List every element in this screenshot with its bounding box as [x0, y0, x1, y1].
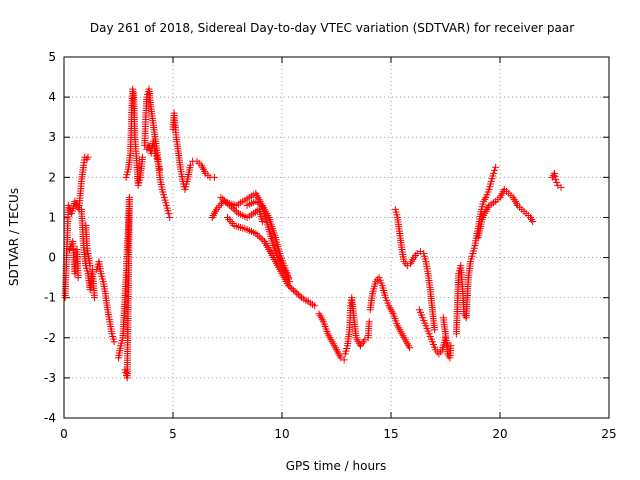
y-tick-label: -2	[44, 331, 56, 345]
y-tick-label: 0	[48, 251, 56, 265]
y-tick-label: 3	[48, 130, 56, 144]
y-tick-label: -1	[44, 291, 56, 305]
x-axis-label: GPS time / hours	[286, 459, 387, 473]
data-point	[288, 285, 296, 293]
data-point	[110, 338, 118, 346]
data-point	[552, 175, 560, 183]
data-point	[156, 165, 164, 173]
data-point	[257, 234, 265, 242]
data-point	[229, 205, 237, 213]
data-point	[259, 236, 267, 244]
data-point	[291, 288, 299, 296]
data-point	[285, 282, 293, 290]
data-point	[231, 206, 239, 214]
data-point	[557, 183, 565, 191]
x-tick-label: 15	[383, 427, 398, 441]
x-tick-label: 25	[601, 427, 616, 441]
data-point	[255, 233, 263, 241]
data-point	[551, 172, 559, 180]
y-tick-label: 2	[48, 170, 56, 184]
y-axis-label: SDTVAR / TECUs	[7, 188, 21, 286]
data-point	[489, 169, 497, 177]
data-point	[166, 213, 174, 221]
data-point	[340, 356, 348, 364]
data-point	[250, 209, 258, 217]
data-point	[222, 198, 230, 206]
data-point	[217, 193, 225, 201]
data-point	[285, 274, 293, 282]
data-point	[431, 326, 439, 334]
data-point	[252, 229, 260, 237]
data-point	[551, 169, 558, 177]
data-point	[286, 283, 294, 291]
data-point	[529, 217, 537, 225]
data-point	[220, 197, 228, 205]
data-point	[311, 302, 319, 310]
chart-title: Day 261 of 2018, Sidereal Day-to-day VTE…	[90, 21, 574, 35]
data-point	[121, 366, 129, 374]
data-point	[233, 208, 241, 216]
data-points	[61, 85, 565, 382]
data-point	[294, 291, 302, 299]
data-point	[186, 161, 194, 169]
data-point	[86, 262, 94, 270]
y-tick-label: 1	[48, 210, 56, 224]
data-point	[165, 209, 173, 217]
data-point	[491, 166, 499, 174]
data-point	[365, 318, 373, 326]
plot-frame	[63, 56, 610, 419]
data-point	[293, 289, 301, 297]
data-point	[289, 286, 297, 294]
data-point	[447, 342, 455, 350]
y-tick-label: 4	[48, 90, 56, 104]
x-tick-label: 20	[492, 427, 507, 441]
data-point	[492, 163, 500, 171]
data-point	[129, 85, 137, 93]
y-tick-label: -4	[44, 411, 56, 425]
data-point	[254, 231, 262, 239]
data-point	[74, 274, 82, 282]
data-point	[406, 344, 414, 352]
y-tick-label: -3	[44, 371, 56, 385]
data-point	[84, 153, 92, 161]
data-point	[224, 200, 232, 208]
x-tick-label: 10	[274, 427, 289, 441]
data-point	[258, 217, 266, 225]
x-tick-label: 0	[60, 427, 68, 441]
data-point	[553, 178, 561, 186]
data-point	[226, 201, 234, 209]
data-point	[227, 203, 235, 211]
grid-lines	[64, 57, 609, 418]
data-point	[138, 153, 146, 161]
y-tick-label: 5	[48, 50, 56, 64]
data-point	[91, 294, 99, 302]
data-point	[219, 195, 227, 203]
data-point	[210, 173, 218, 181]
data-point	[296, 292, 304, 300]
x-tick-label: 5	[169, 427, 177, 441]
